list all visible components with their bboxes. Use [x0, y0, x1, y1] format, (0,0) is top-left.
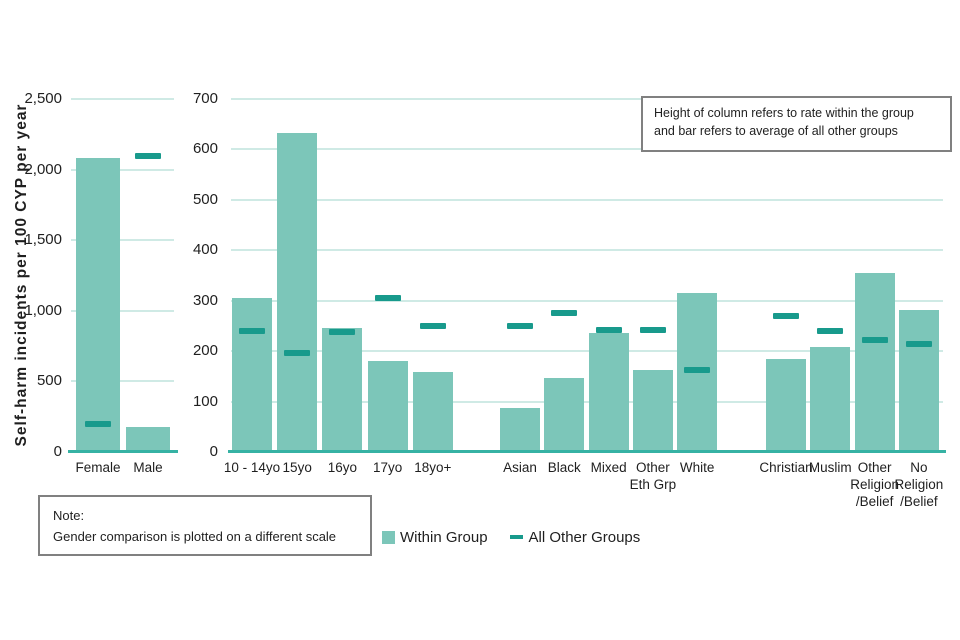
grouped-gridline-200	[231, 350, 943, 353]
grouped-ytick-600: 600	[192, 140, 218, 158]
marker-16yo	[329, 328, 356, 335]
note-box: Note: Gender comparison is plotted on a …	[38, 495, 372, 556]
gender-ytick-2500: 2,500	[24, 90, 62, 107]
label-16yo: 16yo	[327, 460, 358, 475]
marker-15yo	[284, 350, 311, 357]
bar-christian	[766, 359, 806, 452]
marker-white	[684, 367, 711, 374]
legend-all-other-groups-label: All Other Groups	[528, 528, 641, 546]
bar-black	[544, 378, 585, 452]
bar-other-religion-belief	[854, 272, 895, 452]
bar-female	[76, 158, 120, 452]
legend-all-other-groups-swatch	[509, 535, 523, 539]
bar-10-14yo	[232, 298, 272, 452]
annotation-line2: and bar refers to average of all other g…	[654, 124, 898, 138]
label-black: Black	[547, 460, 581, 475]
label-other-religion-belief: Other Religion /Belief	[850, 460, 899, 509]
marker-other-eth-grp	[639, 326, 666, 333]
label-female: Female	[75, 460, 121, 475]
marker-10-14yo	[239, 327, 265, 334]
gender-gridline-500	[71, 380, 174, 383]
bar-18yo+	[412, 372, 453, 452]
grouped-ytick-200: 200	[192, 342, 218, 360]
grouped-ytick-0: 0	[209, 443, 218, 460]
label-christian: Christian	[759, 460, 813, 475]
annotation-line1: Height of column refers to rate within t…	[654, 106, 914, 120]
annotation-box: Height of column refers to rate within t…	[641, 96, 952, 152]
marker-male	[135, 153, 161, 160]
bar-asian	[500, 407, 540, 452]
grouped-ytick-500: 500	[192, 190, 218, 208]
grouped-baseline	[228, 450, 946, 453]
marker-asian	[507, 322, 533, 329]
grouped-gridline-700	[231, 98, 943, 100]
legend: Within Group All Other Groups	[382, 526, 640, 548]
legend-within-group-label: Within Group	[400, 528, 488, 546]
grouped-gridline-300	[231, 299, 943, 302]
marker-mixed	[595, 327, 622, 334]
label-17yo: 17yo	[372, 460, 403, 475]
label-asian: Asian	[503, 460, 537, 475]
grouped-gridline-400	[231, 249, 943, 252]
gender-gridline-2000	[71, 168, 174, 171]
gender-ytick-1000: 1,000	[24, 301, 62, 319]
bar-15yo	[277, 133, 318, 452]
marker-female	[85, 421, 111, 428]
grouped-ytick-300: 300	[192, 291, 218, 309]
gender-gridline-1500	[71, 239, 174, 242]
label-male: Male	[133, 460, 163, 475]
bar-male	[126, 426, 170, 452]
grouped-ytick-700: 700	[192, 90, 218, 107]
label-muslim: Muslim	[808, 460, 852, 475]
gender-ytick-2000: 2,000	[24, 160, 62, 178]
gender-gridline-1000	[71, 309, 174, 312]
bar-no-religion-belief	[898, 309, 939, 452]
label-15yo: 15yo	[282, 460, 312, 475]
marker-17yo	[374, 295, 401, 302]
bar-muslim	[810, 347, 851, 452]
marker-other-religion-belief	[861, 337, 888, 344]
grouped-ytick-400: 400	[192, 241, 218, 259]
grouped-gridline-500	[231, 198, 943, 201]
marker-christian	[773, 312, 799, 319]
bar-17yo	[367, 361, 408, 452]
bar-other-eth-grp	[632, 370, 673, 452]
grouped-ytick-100: 100	[192, 392, 218, 410]
grouped-gridline-100	[231, 400, 943, 403]
grouped-gridline-600	[231, 148, 943, 151]
legend-within-group-swatch	[382, 530, 395, 544]
label-18yo+: 18yo+	[414, 460, 452, 475]
label-10-14yo: 10 - 14yo	[223, 460, 281, 475]
label-mixed: Mixed	[590, 460, 627, 475]
gender-ytick-1500: 1,500	[24, 231, 62, 249]
bar-16yo	[322, 328, 363, 452]
label-other-eth-grp: Other Eth Grp	[629, 460, 677, 492]
marker-black	[551, 309, 578, 316]
marker-no-religion-belief	[905, 341, 932, 348]
label-no-religion-belief: No Religion /Belief	[894, 460, 944, 509]
gender-ytick-0: 0	[53, 443, 62, 460]
gender-ytick-500: 500	[36, 372, 62, 390]
note-label: Note:	[53, 508, 85, 523]
note-text: Gender comparison is plotted on a differ…	[53, 529, 337, 544]
marker-18yo+	[419, 322, 446, 329]
marker-muslim	[817, 327, 844, 334]
bar-mixed	[588, 333, 629, 452]
gender-baseline	[68, 450, 178, 453]
gender-gridline-2500	[71, 98, 174, 100]
label-white: White	[679, 460, 715, 475]
